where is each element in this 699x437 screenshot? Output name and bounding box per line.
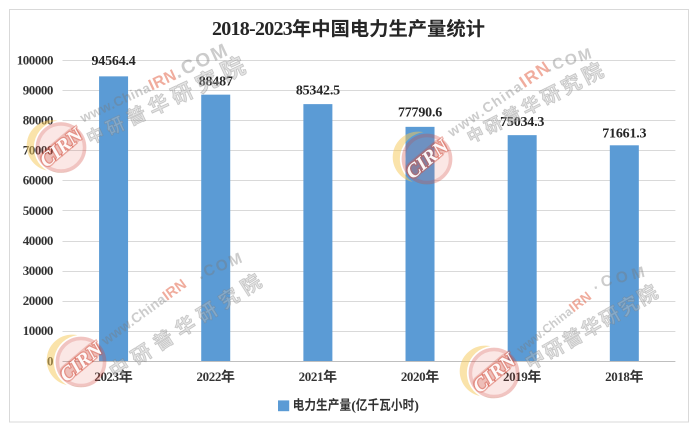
svg-text:90000: 90000 [23,82,53,97]
svg-text:85342.5: 85342.5 [296,84,340,99]
svg-text:60000: 60000 [23,173,53,188]
svg-text:2020: 2020 [401,369,425,384]
svg-text:2019: 2019 [503,369,528,384]
svg-text:71661.3: 71661.3 [602,126,646,141]
svg-text:): ) [414,399,419,414]
svg-text:40000: 40000 [23,233,53,248]
svg-text:77790.6: 77790.6 [398,105,442,120]
svg-text:2018: 2018 [605,369,630,384]
svg-text:100000: 100000 [17,52,53,67]
svg-text:2018-2023: 2018-2023 [212,18,293,40]
svg-text:50000: 50000 [23,203,53,218]
svg-text:30000: 30000 [23,263,53,278]
svg-text:10000: 10000 [23,323,53,338]
svg-text:94564.4: 94564.4 [92,54,136,69]
svg-text:2021: 2021 [299,369,323,384]
svg-text:(: ( [351,399,356,414]
svg-text:2022: 2022 [197,369,221,384]
svg-text:20000: 20000 [23,293,53,308]
